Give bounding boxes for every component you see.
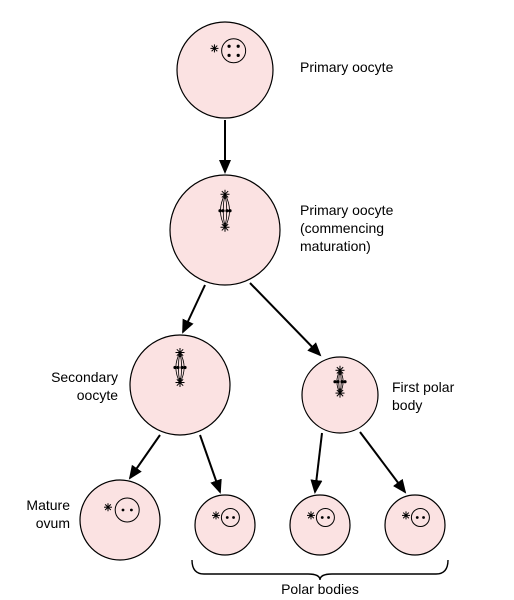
label-l2a: Primary oocyte — [300, 202, 394, 218]
label-l4a1: Mature — [26, 497, 70, 513]
label-l3b2: body — [392, 397, 422, 413]
flow-arrow — [130, 435, 160, 478]
label-l3a1: Secondary — [51, 369, 118, 385]
cell-c4d — [385, 495, 445, 555]
label-l2c: maturation) — [300, 238, 371, 254]
cell-c1 — [177, 22, 273, 118]
label-l3a2: oocyte — [77, 387, 118, 403]
label-l4a2: ovum — [36, 515, 70, 531]
label-lpb: Polar bodies — [281, 581, 359, 597]
cell-c3a — [130, 335, 230, 435]
flow-arrow — [360, 432, 405, 492]
label-l3b1: First polar — [392, 379, 455, 395]
cell-c2 — [170, 175, 280, 285]
flow-arrow — [183, 285, 205, 332]
cell-c4b — [195, 495, 255, 555]
cell-c3b — [302, 357, 378, 433]
flow-arrow — [315, 433, 322, 492]
cell-c4c — [290, 495, 350, 555]
polar-bodies-brace — [192, 560, 448, 580]
label-l2b: (commencing — [300, 220, 384, 236]
flow-arrow — [200, 435, 220, 492]
flow-arrow — [250, 283, 320, 355]
label-l1: Primary oocyte — [300, 59, 394, 75]
cell-c4a — [80, 480, 160, 560]
